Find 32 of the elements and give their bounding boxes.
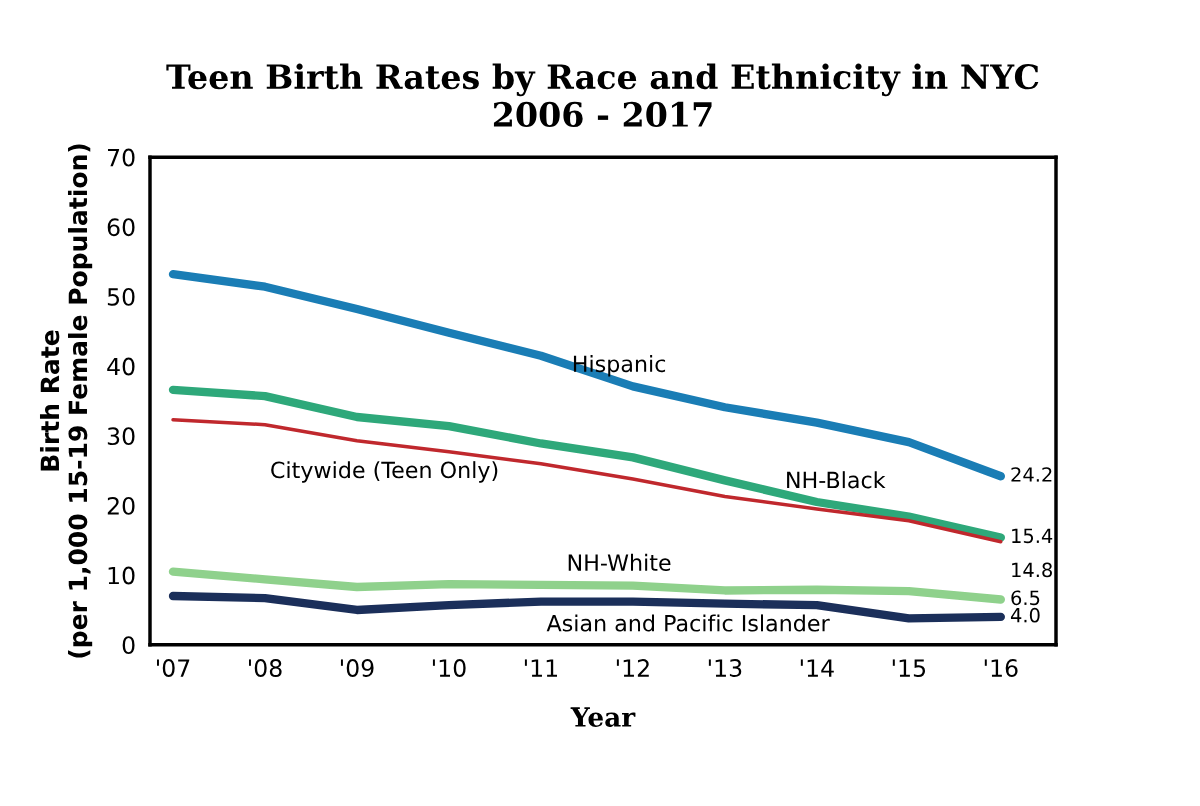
data-label: 14.8: [1012, 562, 1052, 578]
x-tick-label: '16: [984, 659, 1018, 677]
series-label: Asian and Pacific Islander: [546, 614, 830, 632]
x-tick-label: '14: [800, 659, 834, 677]
x-tick-label: '13: [708, 659, 742, 677]
y-axis-title: Birth Rate (per 1,000 15-19 Female Population): [39, 144, 93, 658]
x-tick-label: '08: [248, 659, 282, 677]
y-tick-label: 20: [107, 496, 135, 515]
series-label: NH-Black: [787, 471, 886, 489]
y-tick-label: 0: [122, 636, 135, 655]
line-series: [171, 418, 1003, 544]
series-label: NH-White: [568, 553, 671, 572]
y-tick-label: 50: [107, 287, 135, 306]
data-label: 4.0: [1010, 607, 1040, 623]
x-tick-label: '12: [616, 659, 649, 677]
chart-title: Teen Birth Rates by Race and Ethnicity in NYC 2006 - 2017: [166, 63, 1039, 128]
x-tick-label: '07: [157, 659, 190, 677]
y-tick-label: 60: [107, 218, 135, 237]
series-label: Citywide (Teen Only): [271, 461, 498, 483]
data-label: 24.2: [1011, 467, 1052, 482]
x-tick-label: '11: [524, 659, 557, 677]
x-axis-title: Year: [570, 707, 636, 727]
y-tick-label: 40: [107, 357, 135, 376]
y-tick-label: 70: [108, 148, 135, 167]
x-tick-label: '10: [432, 659, 466, 677]
x-tick-label: '09: [340, 659, 374, 677]
series-label: Hispanic: [573, 354, 666, 377]
data-label: 15.4: [1012, 528, 1053, 544]
y-tick-label: 30: [107, 427, 135, 446]
data-label: 6.5: [1011, 590, 1040, 606]
y-tick-label: 10: [108, 566, 135, 585]
x-tick-label: '15: [892, 659, 926, 677]
